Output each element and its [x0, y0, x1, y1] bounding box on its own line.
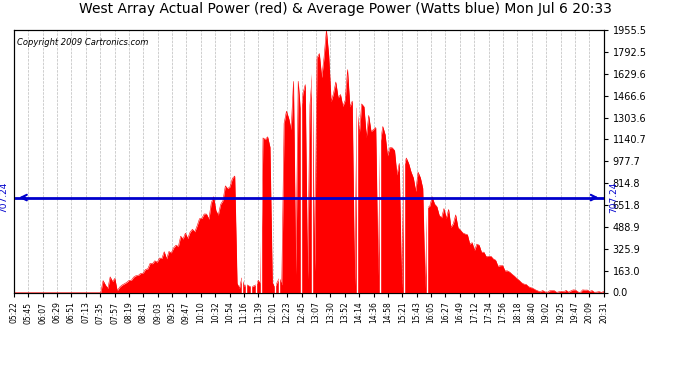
- Text: 707.24: 707.24: [610, 182, 619, 213]
- Text: 707.24: 707.24: [0, 182, 8, 213]
- Text: Copyright 2009 Cartronics.com: Copyright 2009 Cartronics.com: [17, 38, 148, 47]
- Text: West Array Actual Power (red) & Average Power (Watts blue) Mon Jul 6 20:33: West Array Actual Power (red) & Average …: [79, 2, 611, 16]
